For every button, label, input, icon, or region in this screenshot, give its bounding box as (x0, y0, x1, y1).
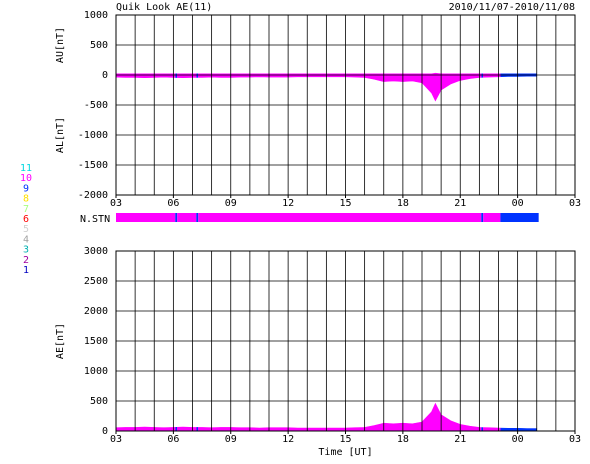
y-tick-label: -500 (84, 100, 108, 111)
y-tick-label: 1000 (84, 10, 108, 21)
station-segment (198, 213, 482, 222)
plot-frame (115, 250, 576, 432)
x-tick-label: 15 (339, 434, 351, 445)
legend-entry: 5 (23, 224, 29, 235)
x-tick-label: 09 (225, 434, 237, 445)
station-segment (481, 213, 484, 222)
x-tick-label: 15 (339, 198, 351, 209)
y-tick-label: -2000 (78, 190, 108, 201)
station-segment (116, 213, 176, 222)
station-segment (175, 213, 178, 222)
x-tick-label: 00 (512, 198, 524, 209)
legend-entry: 9 (23, 183, 29, 194)
legend-entry: 11 (20, 163, 32, 174)
x-tick-label: 03 (110, 434, 122, 445)
x-tick-label: 18 (397, 434, 409, 445)
x-axis-label: Time [UT] (318, 447, 372, 458)
y-tick-label: -1500 (78, 160, 108, 171)
y-tick-label: -1000 (78, 130, 108, 141)
legend-entry: 4 (23, 234, 29, 245)
x-tick-label: 06 (167, 198, 179, 209)
station-segment (500, 213, 539, 222)
date-range: 2010/11/07-2010/11/08 (449, 2, 575, 13)
legend-entry: 3 (23, 245, 29, 256)
legend-entry: 10 (20, 173, 32, 184)
x-tick-label: 21 (454, 198, 466, 209)
x-tick-label: 12 (282, 434, 294, 445)
y-tick-label: 0 (102, 70, 108, 81)
x-tick-label: 18 (397, 198, 409, 209)
y-tick-label: 2500 (84, 276, 108, 287)
x-tick-label: 21 (454, 434, 466, 445)
x-tick-label: 00 (512, 434, 524, 445)
legend-entry: 6 (23, 214, 29, 225)
y-tick-label: 1500 (84, 336, 108, 347)
legend-entry: 7 (23, 204, 29, 215)
y-tick-label: 500 (90, 396, 108, 407)
x-tick-label: 03 (110, 198, 122, 209)
x-tick-label: 03 (569, 434, 581, 445)
x-tick-label: 03 (569, 198, 581, 209)
y-axis-label: AU[nT] (55, 27, 66, 63)
y-tick-label: 2000 (84, 306, 108, 317)
y-tick-label: 500 (90, 40, 108, 51)
x-tick-label: 06 (167, 434, 179, 445)
station-segment (196, 213, 199, 222)
station-segment (483, 213, 501, 222)
y-tick-label: 3000 (84, 246, 108, 257)
plot-frame (115, 14, 576, 196)
y-axis-label: AL[nT] (55, 117, 66, 153)
station-label: N.STN (80, 214, 110, 225)
station-segment (177, 213, 197, 222)
x-tick-label: 09 (225, 198, 237, 209)
y-tick-label: 0 (102, 426, 108, 437)
y-tick-label: 1000 (84, 366, 108, 377)
legend-entry: 2 (23, 255, 29, 266)
x-tick-label: 12 (282, 198, 294, 209)
legend-entry: 1 (23, 265, 29, 276)
legend-entry: 8 (23, 194, 29, 205)
title: Quik Look AE(11) (116, 2, 212, 13)
y-axis-label: AE[nT] (55, 323, 66, 359)
